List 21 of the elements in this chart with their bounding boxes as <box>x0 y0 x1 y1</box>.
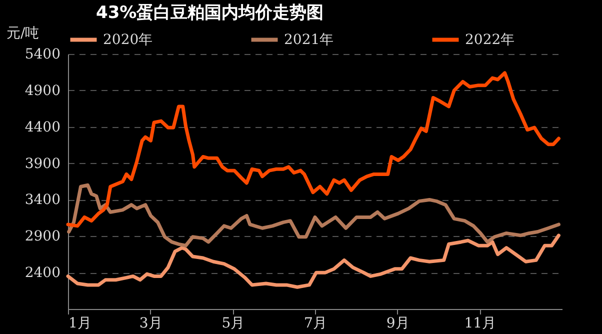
legend-label: 2020年 <box>103 32 153 48</box>
legend-label: 2021年 <box>284 32 334 48</box>
y-tick-label: 2400 <box>24 265 60 282</box>
y-tick-label: 3900 <box>24 156 60 172</box>
y-tick-label: 2900 <box>24 228 60 245</box>
x-tick-label: 1月 <box>68 316 92 332</box>
line-series <box>66 71 560 228</box>
y-tick-label: 5400 <box>24 46 60 62</box>
y-axis-title: 元/吨 <box>6 26 40 42</box>
y-tick-label: 4900 <box>24 82 60 99</box>
line-series <box>67 183 560 248</box>
x-tick-label: 9月 <box>386 316 410 332</box>
line-series <box>66 234 560 289</box>
x-tick-label: 3月 <box>139 316 162 332</box>
x-tick-label: 11月 <box>464 316 496 332</box>
x-tick-label: 5月 <box>222 316 245 332</box>
legend-label: 2022年 <box>465 32 515 48</box>
x-tick-label: 7月 <box>304 316 327 332</box>
y-tick-label: 3400 <box>24 192 60 208</box>
y-tick-label: 4400 <box>24 119 60 136</box>
chart-title: 43%蛋白豆粕国内均价走势图 <box>96 3 324 23</box>
